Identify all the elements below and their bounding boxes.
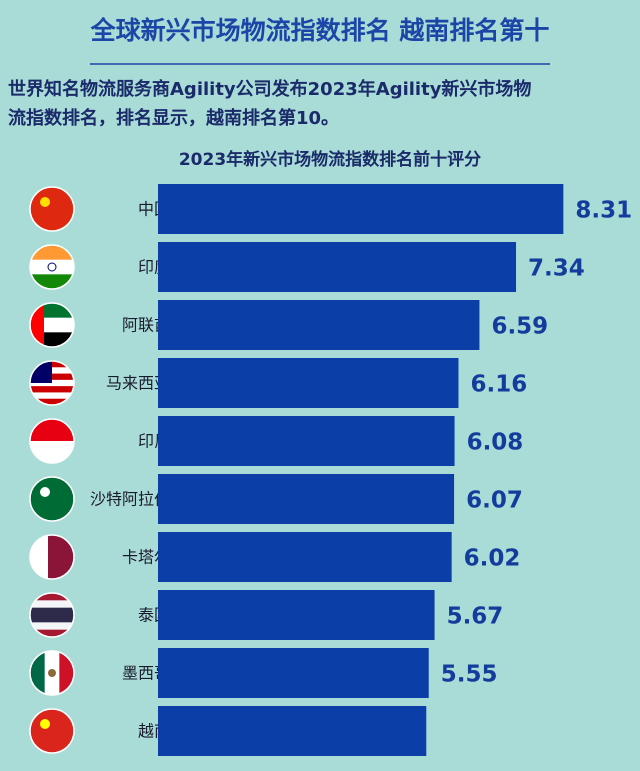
title: 全球新兴市场物流指数排名 越南排名第十 [90,16,550,45]
flag-part [30,622,74,631]
flag-part [30,593,74,601]
flag-part [30,187,74,231]
category-label: 卡塔尔 [122,548,170,567]
value-label: 6.08 [467,430,524,456]
flag [30,419,74,463]
flag-part [30,392,74,400]
value-label: 6.16 [470,372,527,398]
flag-part [30,259,74,275]
bar [158,706,427,756]
flag-emblem [47,262,57,272]
flag [30,709,74,753]
bar [158,242,517,292]
flag-part [30,379,74,387]
flag-part [30,629,74,637]
category-label: 墨西哥 [122,664,170,683]
flag-part [30,607,74,623]
flag [30,593,74,637]
flag-part [30,651,46,695]
subtitle-line: 流指数排名，排名显示，越南排名第10。 [8,107,339,129]
flag-rim [29,186,75,232]
flag-part [30,419,74,442]
value-label: 5.67 [447,604,504,630]
flag-rim [29,650,75,696]
flag-part [30,535,48,579]
flag [30,477,74,521]
flag-part [30,600,74,609]
value-label: 7.34 [528,256,585,282]
flag-part [30,386,74,393]
value-label: 6.59 [491,314,548,340]
flag-emblem [40,487,50,497]
bar [158,532,452,582]
value-label: 6.07 [466,488,523,514]
flag-rim [29,418,75,464]
value-label: 8.31 [575,198,632,224]
flag-part [30,709,74,753]
flag-emblem [40,719,50,729]
flag-part [30,441,74,463]
bar [158,358,459,408]
category-label: 马来西亚 [106,374,170,393]
flag-rim [29,360,75,406]
flag-part [30,477,74,521]
category-label: 阿联酋 [122,316,170,335]
flag-emblem [48,669,56,677]
bar [158,648,429,698]
bar [158,590,435,640]
flag-rim [29,592,75,638]
flag-rim [29,476,75,522]
flag-rim [29,534,75,580]
flag-part [30,398,74,405]
flag-emblem [40,197,50,207]
flag-rim [29,244,75,290]
flag [30,535,74,579]
bar [158,184,564,234]
value-label: 5.55 [441,662,498,688]
bar [158,416,455,466]
flag [30,187,74,231]
subtitle-line: 世界知名物流服务商Agility公司发布2023年Agility新兴市场物 [8,78,531,100]
bar [158,300,480,350]
flag-rim [29,302,75,348]
bar [158,474,455,524]
category-label: 沙特阿拉伯 [90,490,170,509]
flag-rim [29,708,75,754]
value-label: 6.02 [464,546,521,572]
chart-title: 2023年新兴市场物流指数排名前十评分 [179,149,481,170]
flag-part [30,245,74,261]
